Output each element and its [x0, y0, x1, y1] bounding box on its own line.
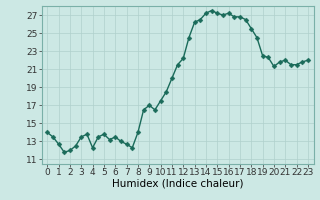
X-axis label: Humidex (Indice chaleur): Humidex (Indice chaleur)	[112, 179, 243, 189]
